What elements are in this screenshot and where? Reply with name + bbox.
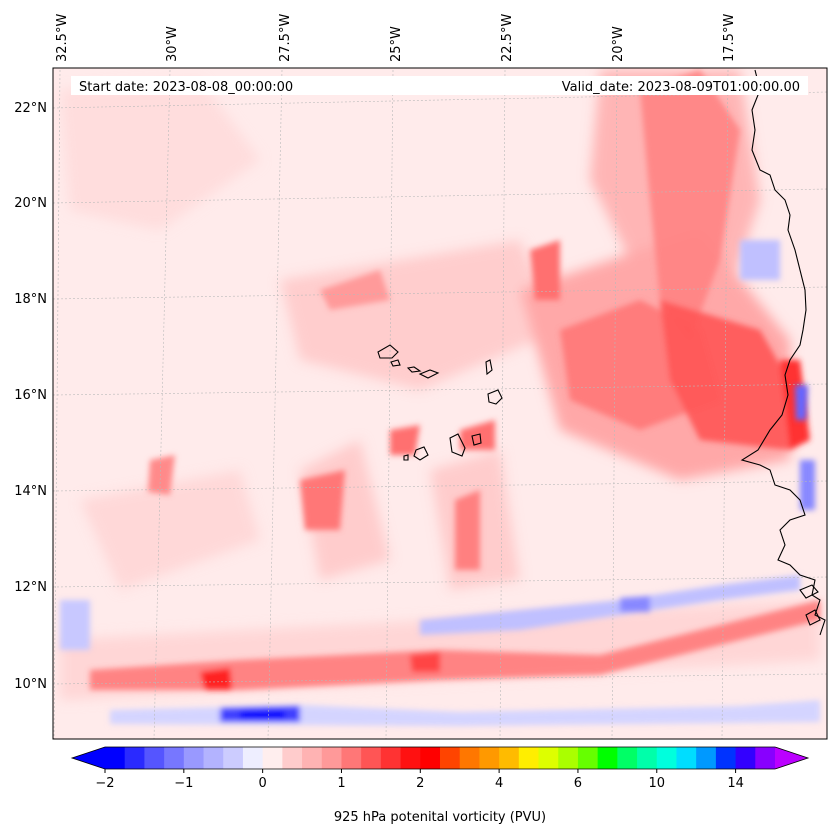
colorbar-tick-label: 10 [648, 776, 665, 791]
colorbar-tick-label: −1 [174, 776, 193, 791]
colorbar-swatch [302, 747, 323, 769]
colorbar-swatch [459, 747, 480, 769]
island-sao-vicente [390, 359, 401, 367]
island-santo-antao [377, 344, 399, 359]
colorbar-swatch [597, 747, 618, 769]
colorbar-swatch [617, 747, 638, 769]
colorbar-swatch [499, 747, 520, 769]
lon-label: 22.5°W [500, 14, 515, 62]
island-boa-vista [487, 389, 503, 405]
colorbar-swatch [637, 747, 658, 769]
colorbar-swatch [440, 747, 461, 769]
lon-label: 27.5°W [278, 14, 293, 62]
colorbar-swatch [538, 747, 559, 769]
map-panel [53, 68, 827, 739]
colorbar-swatch [341, 747, 362, 769]
colorbar-tick-label: 6 [574, 776, 582, 791]
colorbar-extend-max [775, 747, 808, 769]
coast-inlet [805, 609, 821, 626]
colorbar-swatch [144, 747, 165, 769]
lon-label: 17.5°W [722, 14, 737, 62]
lat-label: 10°N [14, 677, 47, 692]
colorbar-swatch [696, 747, 717, 769]
colorbar-tick-label: 14 [727, 776, 744, 791]
colorbar-swatch [203, 747, 224, 769]
colorbar-swatch [164, 747, 185, 769]
colorbar-swatch [558, 747, 579, 769]
colorbar-swatch [755, 747, 776, 769]
colorbar-swatch [183, 747, 205, 769]
lat-label: 14°N [14, 484, 47, 499]
colorbar-tick-label: 0 [259, 776, 267, 791]
lat-label: 20°N [14, 196, 47, 211]
header-box [71, 76, 808, 95]
lat-labels: 22°N 20°N 18°N 16°N 14°N 12°N 10°N [14, 101, 47, 692]
colorbar-extend-min [72, 747, 105, 769]
colorbar-swatch [262, 747, 283, 769]
colorbar-swatch [735, 747, 756, 769]
start-date-label: Start date: 2023-08-08_00:00:00 [79, 80, 293, 95]
lat-label: 22°N [14, 101, 47, 116]
colorbar-label: 925 hPa potenital vorticity (PVU) [334, 810, 546, 825]
colorbar-swatch [577, 747, 599, 769]
island-brava [403, 454, 409, 461]
colorbar-tick-label: 2 [416, 776, 424, 791]
colorbar-swatch [242, 747, 264, 769]
colorbar-tick-label: −2 [95, 776, 114, 791]
pv-field-negative [60, 240, 820, 726]
lon-label: 25°W [389, 26, 404, 62]
colorbar-swatch [420, 747, 441, 769]
map-frame [52, 67, 828, 740]
colorbar-swatch [321, 747, 342, 769]
island-maio [471, 433, 482, 446]
lon-label: 20°W [611, 26, 626, 62]
island-fogo [413, 446, 429, 461]
colorbar-swatch [380, 747, 402, 769]
colorbar-tick-label: 1 [337, 776, 345, 791]
colorbar-swatch [656, 747, 677, 769]
colorbar-swatch [676, 747, 697, 769]
island-sao-nicolau [406, 366, 422, 373]
colorbar-swatch [361, 747, 382, 769]
colorbar-swatch [400, 747, 421, 769]
coast-bijagos [799, 584, 819, 599]
lon-label: 30°W [165, 26, 180, 62]
island-sal [485, 359, 493, 376]
lat-label: 12°N [14, 580, 47, 595]
colorbar-swatch [518, 747, 540, 769]
lon-label: 32.5°W [55, 14, 70, 62]
valid-date-label: Valid_date: 2023-08-09T01:00:00.00 [562, 80, 800, 95]
colorbar-swatch [479, 747, 500, 769]
graticule [53, 69, 827, 739]
colorbar-swatch [282, 747, 303, 769]
colorbar: −2 −1 0 1 2 4 6 10 14 [70, 746, 810, 791]
african-coast [740, 69, 826, 636]
lat-label: 16°N [14, 388, 47, 403]
coastlines [377, 69, 826, 636]
colorbar-swatch [105, 747, 126, 769]
lat-label: 18°N [14, 292, 47, 307]
colorbar-swatch [223, 747, 244, 769]
colorbar-swatch [715, 747, 737, 769]
colorbar-swatch [124, 747, 145, 769]
colorbar-tick-label: 4 [495, 776, 503, 791]
lon-labels: 32.5°W 30°W 27.5°W 25°W 22.5°W 20°W 17.5… [55, 14, 737, 62]
island-santiago [449, 433, 466, 457]
pv-field-strong [90, 70, 820, 690]
island-santo-luzia [418, 369, 440, 379]
